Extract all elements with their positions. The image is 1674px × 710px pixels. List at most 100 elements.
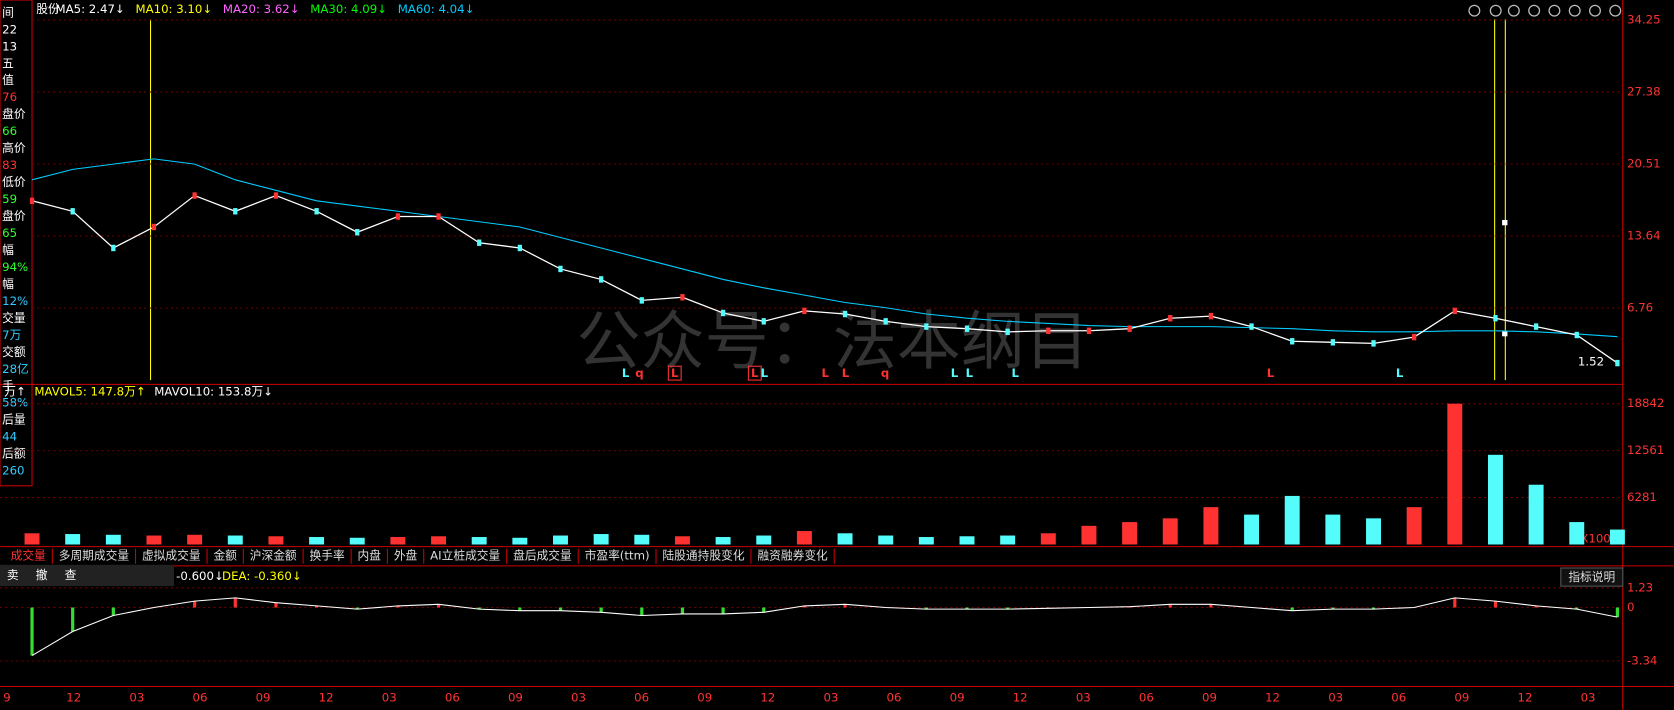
y-tick-label: 12561 xyxy=(1627,443,1664,457)
volume-bar xyxy=(796,531,812,545)
x-tick-label: 06 xyxy=(192,691,207,705)
price-candle xyxy=(517,244,522,252)
volume-bar xyxy=(1528,484,1544,545)
y-tick-label: 18842 xyxy=(1627,396,1664,410)
info-item: 76 xyxy=(2,90,17,104)
icon[interactable] xyxy=(1589,4,1601,17)
price-candle xyxy=(233,208,238,215)
tab-label[interactable]: 内盘 xyxy=(358,549,382,563)
x-tick-label: 06 xyxy=(634,691,649,705)
price-candle xyxy=(1086,327,1092,334)
icon[interactable] xyxy=(1548,4,1561,17)
x-tick-label: 12 xyxy=(1517,691,1532,705)
icon[interactable] xyxy=(1468,4,1481,17)
volume-bar xyxy=(1000,535,1016,545)
x-tick-label: 06 xyxy=(1139,691,1154,705)
price-candle xyxy=(314,208,319,215)
signal-box xyxy=(667,365,682,381)
toolbar-button[interactable]: 查 xyxy=(65,568,77,582)
handle[interactable] xyxy=(1502,219,1508,226)
volume-bar xyxy=(553,535,568,545)
x-tick-label: 12 xyxy=(760,691,775,705)
volume-bar xyxy=(1569,522,1585,545)
toolbar-button[interactable]: 撤 xyxy=(36,568,48,582)
tab-label[interactable]: 融资融券变化 xyxy=(757,549,828,563)
price-candle xyxy=(558,265,563,273)
volume-bar xyxy=(918,537,934,545)
volume-bar xyxy=(227,535,243,545)
icon[interactable] xyxy=(1609,4,1622,17)
x-tick-label: 06 xyxy=(887,691,902,705)
price-candle xyxy=(1330,339,1335,346)
y-tick-label: -3.34 xyxy=(1627,654,1657,668)
last-price: 1.52 xyxy=(1578,354,1604,368)
icon[interactable] xyxy=(1489,4,1502,17)
icon[interactable] xyxy=(1528,4,1541,17)
icon[interactable] xyxy=(1568,4,1581,17)
tab-label[interactable]: 换手率 xyxy=(309,549,344,563)
price-candle xyxy=(1412,333,1417,341)
tab-label[interactable]: 沪深金额 xyxy=(250,549,297,563)
x-tick-label: 12 xyxy=(1013,691,1028,705)
info-item: 260 xyxy=(2,464,24,478)
tab-label[interactable]: 多周期成交量 xyxy=(59,549,130,563)
x-tick-label: 06 xyxy=(445,691,460,705)
info-item: 44 xyxy=(2,430,17,444)
x-tick-label: 03 xyxy=(129,691,144,705)
price-candle xyxy=(639,297,644,304)
order-toolbar xyxy=(0,564,175,587)
volume-bar xyxy=(1203,507,1219,545)
x-tick-label: 12 xyxy=(319,691,334,705)
tab-label[interactable]: AI立桩成交量 xyxy=(430,549,500,563)
tab-label[interactable]: 金额 xyxy=(213,549,237,563)
y-tick-label: 0 xyxy=(1627,600,1634,614)
x-tick-label: 09 xyxy=(697,691,712,705)
price-candle xyxy=(355,229,360,236)
price-candle xyxy=(1290,338,1295,345)
watermark: 公众号：法本纲目 xyxy=(577,305,1089,379)
tab-label[interactable]: 市盈率(ttm) xyxy=(585,549,650,563)
icon[interactable] xyxy=(1507,4,1520,17)
y-tick-label: 6281 xyxy=(1627,490,1657,504)
volume-bar xyxy=(187,534,203,545)
volume-bar xyxy=(512,537,528,545)
info-item: 交量 xyxy=(2,311,26,325)
info-item: 94% xyxy=(2,260,28,274)
signal: L xyxy=(842,366,850,380)
volume-bar xyxy=(1081,525,1097,545)
volume-header: MAVOL10: 153.8万↓ xyxy=(154,384,273,398)
signal: L xyxy=(751,366,759,380)
info-item: 五 xyxy=(2,56,14,70)
tab-label[interactable]: 盘后成交量 xyxy=(513,549,572,563)
x-tick-label: 03 xyxy=(382,691,397,705)
price-candle xyxy=(1046,327,1051,334)
tab-label[interactable]: 成交量 xyxy=(11,549,46,563)
signal: L xyxy=(761,366,769,380)
tab-label[interactable]: 虚拟成交量 xyxy=(142,549,201,563)
macd-header: -0.600↓ xyxy=(176,569,224,583)
volume-bar xyxy=(390,537,406,545)
volume-bar xyxy=(105,534,121,545)
toolbar-button[interactable]: 卖 xyxy=(7,568,19,582)
volume-bar xyxy=(1325,514,1341,545)
volume-header: MAVOL5: 147.8万↑ xyxy=(34,384,145,398)
signal: q xyxy=(881,366,889,380)
volume-bar xyxy=(349,537,365,545)
price-candle xyxy=(1533,323,1539,330)
signal-box xyxy=(747,365,762,381)
volume-bar xyxy=(268,536,284,545)
price-candle xyxy=(1574,331,1579,339)
help-button[interactable] xyxy=(1560,567,1624,587)
x-tick-label: 03 xyxy=(1328,691,1343,705)
help-label[interactable]: 指标说明 xyxy=(1568,570,1615,584)
y-tick-label: 20.51 xyxy=(1627,156,1661,170)
price-candle xyxy=(1493,315,1498,322)
info-item: 66 xyxy=(2,124,17,138)
tab-label[interactable]: 外盘 xyxy=(394,549,418,563)
x-tick-label: 03 xyxy=(1581,691,1596,705)
tab-label[interactable]: 陆股通持股变化 xyxy=(662,549,744,563)
volume-bar xyxy=(1162,518,1178,545)
handle[interactable] xyxy=(1502,330,1508,337)
info-item: 65 xyxy=(2,226,17,240)
